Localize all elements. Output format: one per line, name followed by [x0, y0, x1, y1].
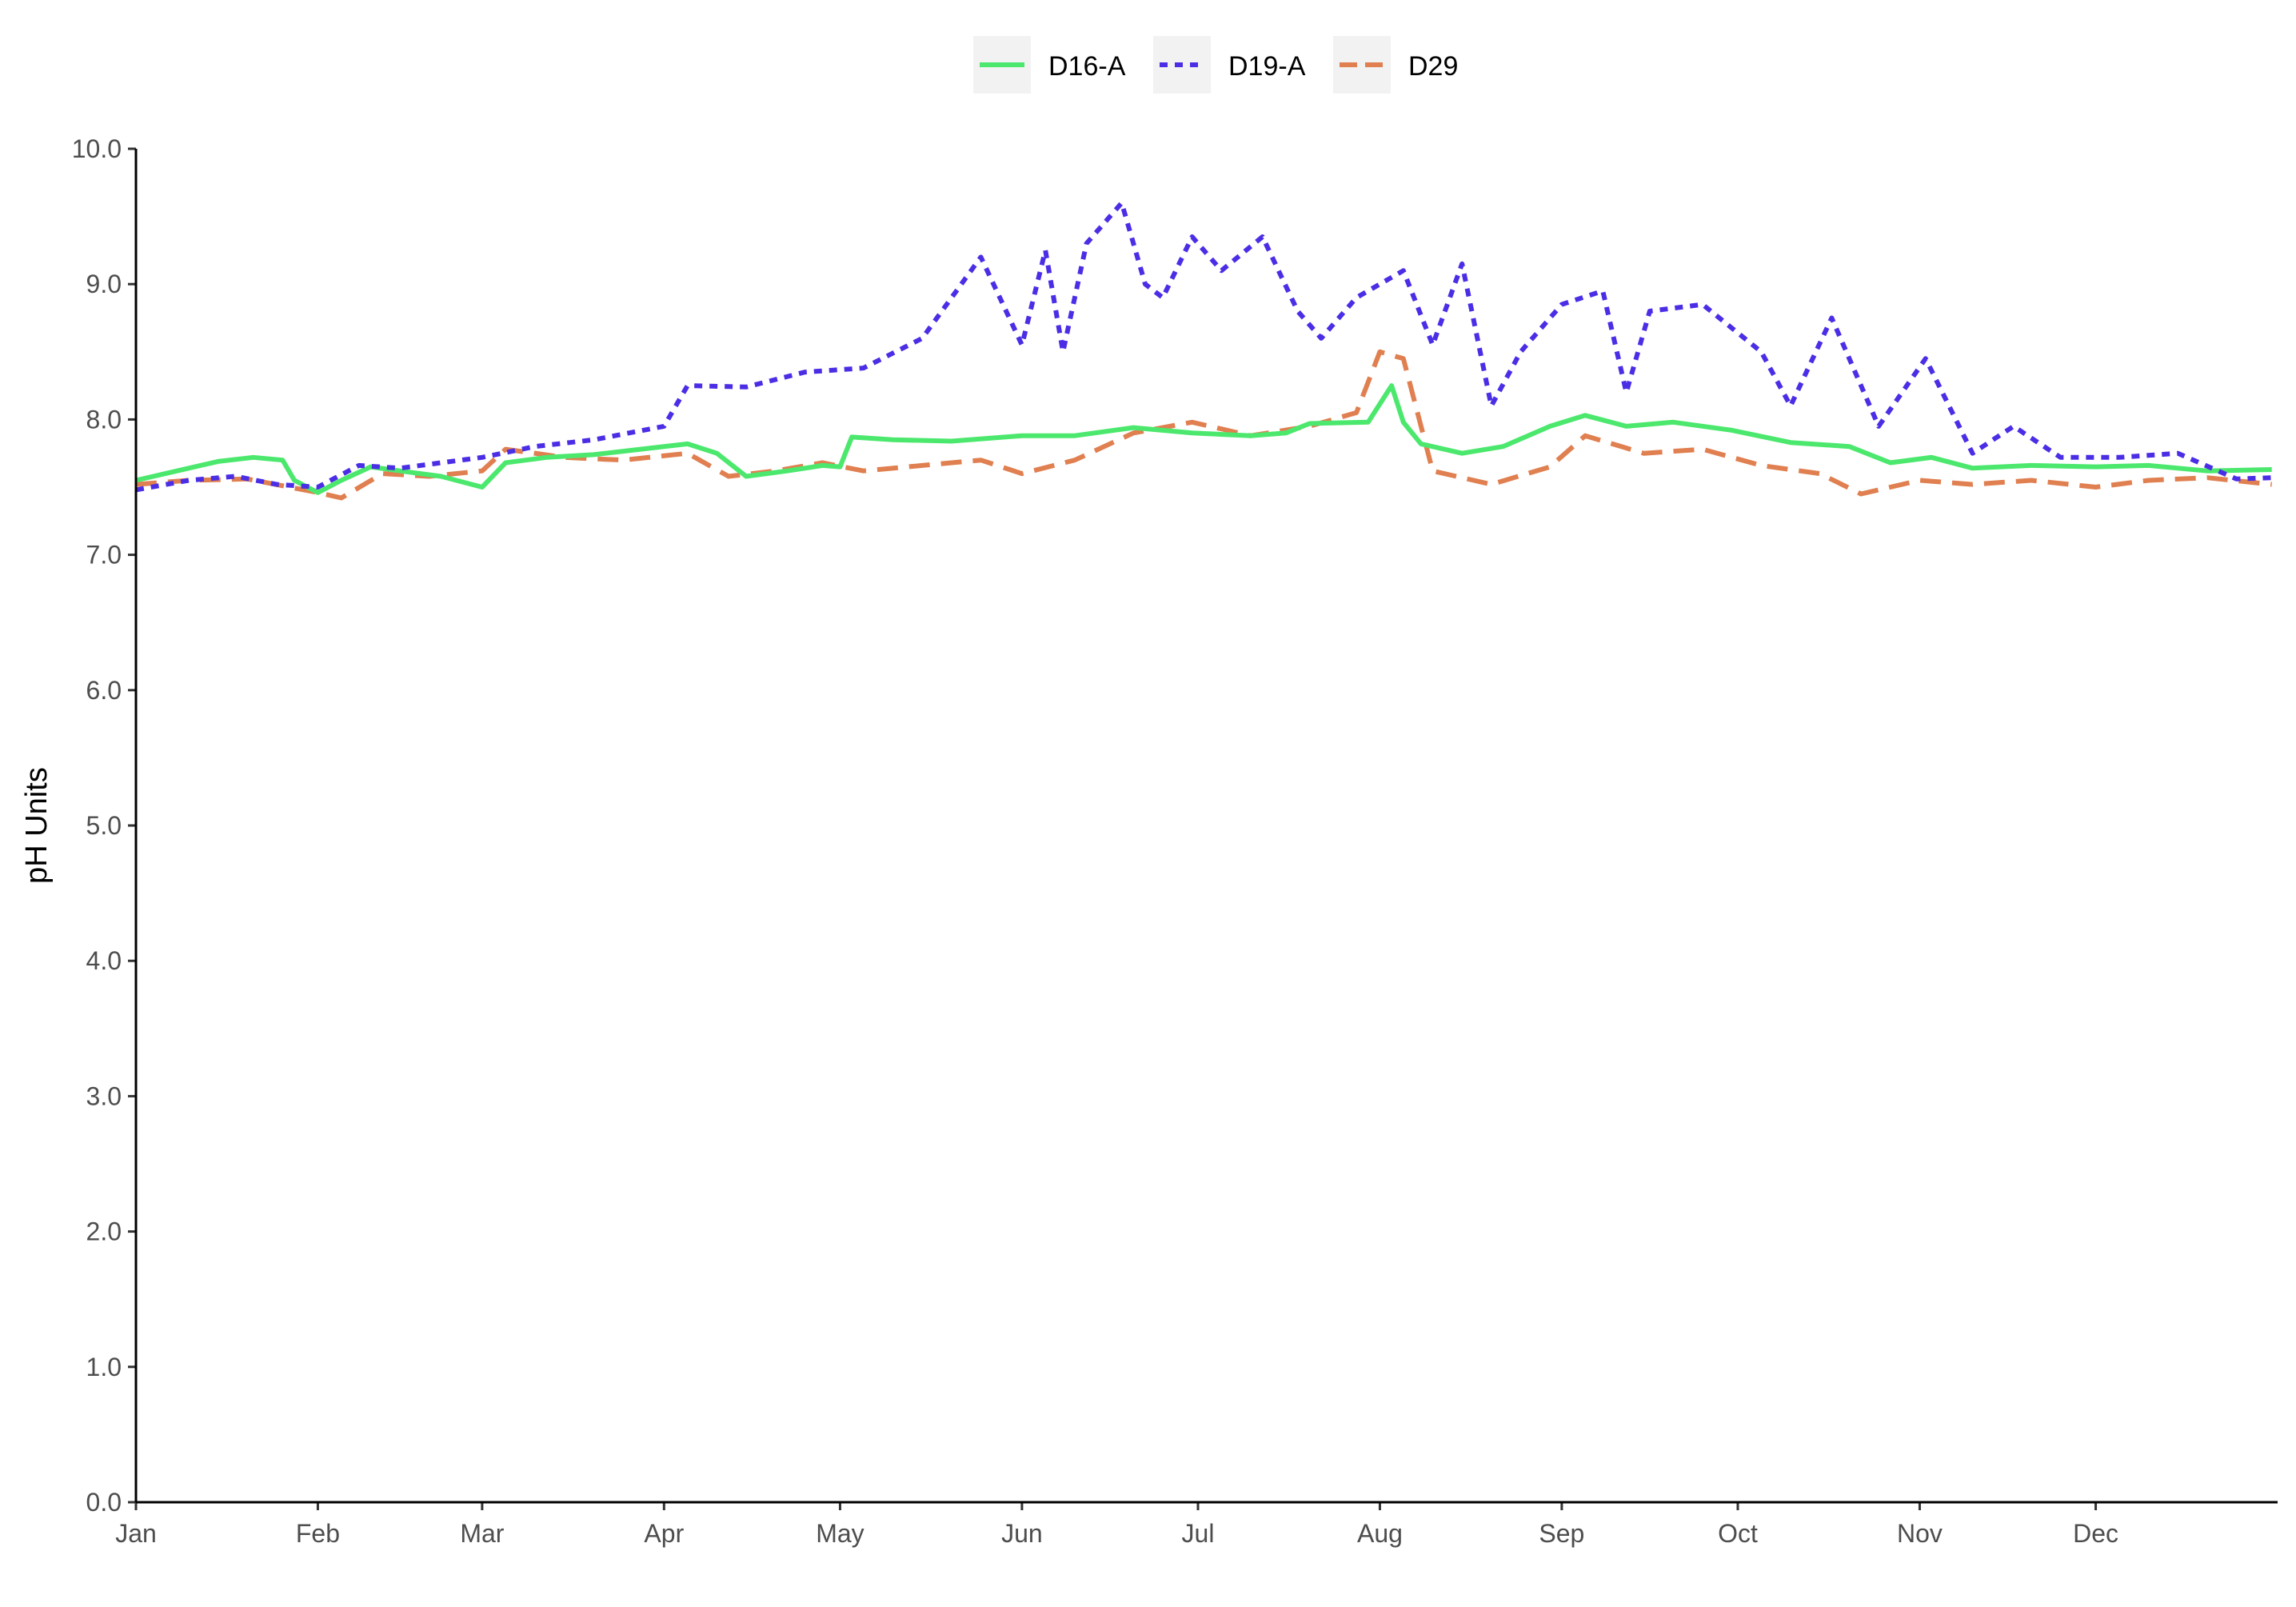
- series-layer: [135, 200, 2273, 501]
- x-tick-label: Sep: [1539, 1519, 1584, 1548]
- series-line-d29: [135, 349, 2273, 501]
- y-tick-label: 4.0: [86, 946, 122, 975]
- y-axis-ticks: 0.0 1.0 2.0 3.0 4.0 5.0 6.0 7.0 8.0 9.0 10.0: [72, 134, 136, 1517]
- y-tick-label: 8.0: [86, 405, 122, 434]
- x-tick-label: Apr: [644, 1519, 684, 1548]
- x-tick-label: Oct: [1718, 1519, 1758, 1548]
- y-tick-label: 1.0: [86, 1353, 122, 1381]
- y-tick-label: 0.0: [86, 1488, 122, 1517]
- y-tick-label: 9.0: [86, 270, 122, 298]
- series-line-d16-a: [135, 383, 2272, 495]
- y-tick-label: 2.0: [86, 1217, 122, 1246]
- y-tick-label: 7.0: [86, 541, 122, 570]
- x-tick-label: Mar: [460, 1519, 504, 1548]
- x-tick-label: Jan: [115, 1519, 157, 1548]
- y-tick-label: 5.0: [86, 811, 122, 840]
- legend-label: D19-A: [1228, 51, 1306, 82]
- x-tick-label: Jun: [1001, 1519, 1043, 1548]
- x-tick-label: Jul: [1182, 1519, 1215, 1548]
- legend-label: D29: [1408, 51, 1458, 82]
- series-line-d19-a: [135, 200, 2272, 493]
- y-tick-label: 3.0: [86, 1081, 122, 1110]
- y-tick-label: 10.0: [72, 134, 122, 163]
- legend: D16-A D19-A D29: [973, 36, 1458, 94]
- y-axis-title: pH Units: [20, 767, 54, 884]
- x-tick-label: May: [816, 1519, 864, 1548]
- x-tick-label: Feb: [296, 1519, 340, 1548]
- x-tick-label: Aug: [1357, 1519, 1403, 1548]
- x-tick-label: Dec: [2073, 1519, 2118, 1548]
- y-tick-label: 6.0: [86, 676, 122, 705]
- x-axis-ticks: Jan Feb Mar Apr May Jun Jul Aug Sep Oct Nov Dec: [115, 1502, 2118, 1548]
- legend-label: D16-A: [1048, 51, 1126, 82]
- x-tick-label: Nov: [1897, 1519, 1943, 1548]
